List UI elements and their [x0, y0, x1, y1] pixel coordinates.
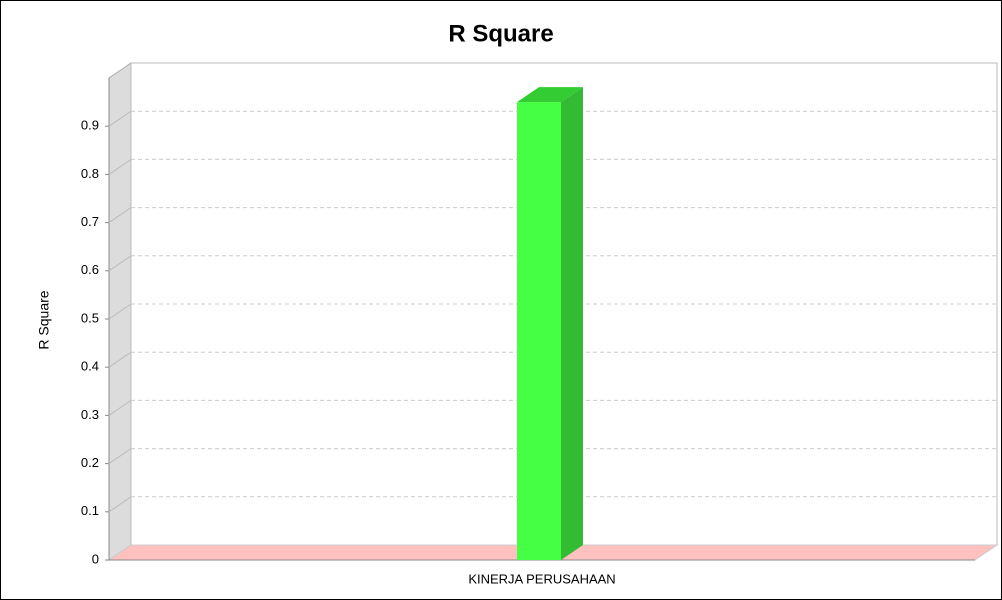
- bar-side: [561, 87, 583, 560]
- y-tick-label: 0.1: [81, 503, 99, 518]
- y-tick-label: 0.8: [81, 166, 99, 181]
- grid-line: [108, 496, 132, 513]
- y-tick-label: 0: [92, 551, 99, 566]
- grid-line: [108, 399, 132, 416]
- y-tick-label: 0.7: [81, 214, 99, 229]
- y-tick-label: 0.9: [81, 118, 99, 133]
- y-tick-label: 0.4: [81, 359, 99, 374]
- grid-line: [108, 303, 132, 320]
- x-tick-label: KINERJA PERUSAHAAN: [468, 571, 615, 586]
- grid-line: [108, 158, 132, 175]
- bar: [517, 102, 561, 560]
- grid-line: [108, 351, 132, 368]
- grid-line: [108, 110, 132, 127]
- y-tick-label: 0.2: [81, 455, 99, 470]
- grid-line: [108, 448, 132, 465]
- bar-top: [517, 87, 583, 103]
- chart-title: R Square: [448, 20, 553, 47]
- y-tick-label: 0.3: [81, 407, 99, 422]
- y-tick-label: 0.6: [81, 262, 99, 277]
- grid-line: [108, 255, 132, 272]
- grid-line: [108, 207, 132, 224]
- y-axis-label: R Square: [36, 290, 52, 349]
- y-tick-label: 0.5: [81, 310, 99, 325]
